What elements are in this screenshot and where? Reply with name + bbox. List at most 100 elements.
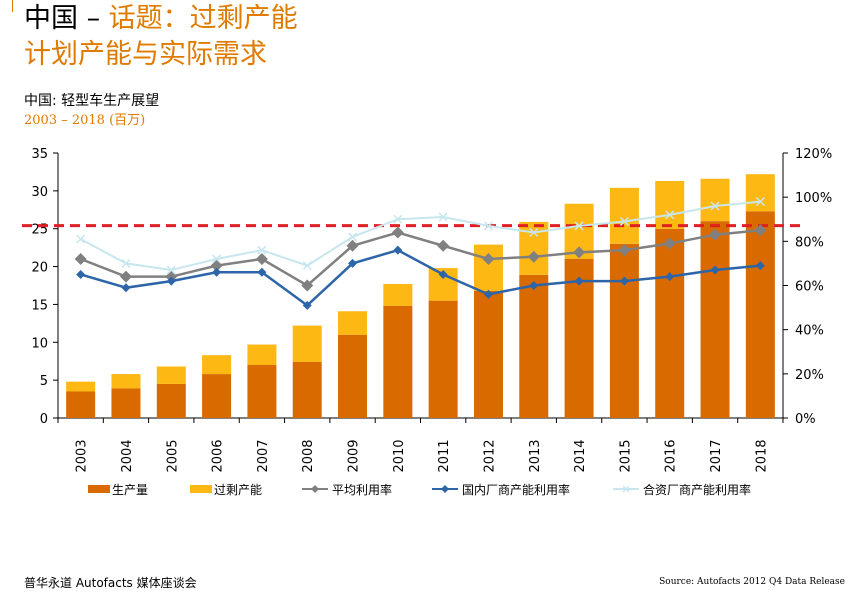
domestic-util-point (393, 245, 403, 255)
domestic-util-point (710, 265, 720, 275)
legend-jv-util-label: 合资厂商产能利用率 (643, 482, 751, 497)
domestic-util-point (348, 258, 358, 268)
x-tick-label: 2011 (437, 439, 452, 472)
bar-production (247, 365, 277, 418)
domestic-util-point (529, 281, 539, 290)
right-tick-label: 60% (795, 280, 824, 295)
page-title: 中国 – 话题：过剩产能 (24, 2, 298, 36)
jv-util-point (212, 254, 222, 264)
bar-overcapacity (156, 366, 186, 384)
left-tick-label: 20 (31, 261, 48, 276)
legend-avg-util-label: 平均利用率 (332, 482, 392, 497)
domestic-util-point (76, 269, 86, 279)
bar-production (202, 374, 232, 418)
bar-overcapacity (655, 181, 685, 229)
avg-util-point (119, 270, 132, 283)
chart-units: 2003 – 2018 (百万) (24, 113, 146, 128)
left-tick-label: 5 (40, 374, 48, 389)
bar-overcapacity (292, 325, 322, 362)
jv-util-point (302, 261, 312, 271)
right-tick-label: 120% (795, 147, 832, 162)
avg-util-point (709, 228, 722, 241)
avg-util-point (346, 239, 359, 252)
jv-util-point (393, 214, 403, 224)
bar-overcapacity (247, 344, 277, 365)
x-tick-label: 2012 (482, 439, 497, 472)
bar-production (655, 228, 685, 418)
title-rest: 过剩产能 (189, 3, 298, 34)
jv-util-point (257, 245, 267, 255)
jv-util-point (755, 197, 765, 207)
avg-util-point (301, 279, 314, 292)
bar-production (519, 274, 549, 418)
bar-overcapacity (745, 174, 775, 212)
title-prefix: 中国 – (24, 3, 109, 34)
bar-overcapacity (383, 283, 413, 306)
x-tick-label: 2014 (573, 439, 588, 472)
jv-util-point (529, 227, 539, 238)
domestic-util-point (483, 289, 493, 299)
left-tick-label: 0 (40, 412, 48, 427)
jv-util-point (619, 216, 629, 226)
jv-util-point (574, 221, 584, 231)
domestic-util-point (619, 276, 629, 286)
x-tick-label: 2013 (528, 439, 543, 472)
legend-overcapacity-label: 过剩产能 (214, 483, 262, 497)
jv-util-point (438, 212, 448, 222)
avg-util-point (391, 226, 404, 239)
domestic-util-point (302, 300, 312, 310)
domestic-util-point (438, 269, 448, 279)
avg-util-point (663, 237, 676, 250)
x-tick-label: 2008 (301, 439, 316, 472)
bar-production (292, 361, 322, 418)
x-tick-label: 2003 (75, 439, 90, 472)
right-tick-label: 20% (795, 368, 824, 383)
bar-overcapacity (338, 311, 368, 335)
bar-overcapacity (111, 374, 141, 389)
right-tick-label: 0% (795, 412, 816, 427)
x-tick-label: 2018 (754, 439, 769, 472)
avg-util-point (618, 244, 631, 257)
avg-util-line (80, 229, 761, 288)
domestic-util-point (212, 267, 222, 277)
x-tick-label: 2004 (120, 439, 135, 472)
title-topic: 话题： (108, 3, 190, 34)
domestic-util-point (665, 272, 675, 282)
avg-util-point (437, 239, 450, 252)
left-tick-label: 30 (31, 185, 48, 200)
bar-overcapacity (700, 178, 730, 222)
jv-util-point (76, 234, 86, 244)
x-tick-label: 2010 (392, 439, 407, 472)
x-tick-label: 2005 (165, 439, 180, 472)
x-tick-label: 2006 (211, 439, 226, 472)
bar-production (473, 290, 503, 418)
domestic-util-point (257, 267, 267, 277)
legend-avg-util-marker (311, 485, 319, 493)
left-tick-label: 35 (31, 147, 48, 162)
domestic-util-point (755, 261, 765, 271)
jv-util-point (710, 201, 720, 211)
jv-util-line (80, 200, 761, 272)
avg-util-point (255, 253, 268, 265)
bar-production (111, 388, 141, 418)
bar-overcapacity (519, 221, 549, 275)
bar-production (745, 211, 775, 418)
jv-util-point (166, 265, 176, 275)
legend-production-label: 生产量 (112, 483, 148, 497)
domestic-util-point (121, 283, 131, 293)
bar-production (700, 221, 730, 418)
right-tick-label: 80% (795, 235, 824, 250)
jv-util-point (348, 232, 358, 242)
bar-production (338, 334, 368, 418)
legend-domestic-util-label: 国内厂商产能利用率 (462, 482, 570, 497)
x-tick-label: 2016 (664, 439, 679, 472)
bar-overcapacity (66, 381, 96, 392)
avg-util-point (482, 253, 495, 265)
domestic-util-line (80, 248, 761, 307)
x-tick-label: 2007 (256, 439, 271, 472)
avg-util-point (754, 224, 767, 237)
bar-production (428, 300, 458, 418)
legend-jv-util-marker (622, 485, 630, 493)
right-tick-label: 40% (795, 324, 824, 339)
